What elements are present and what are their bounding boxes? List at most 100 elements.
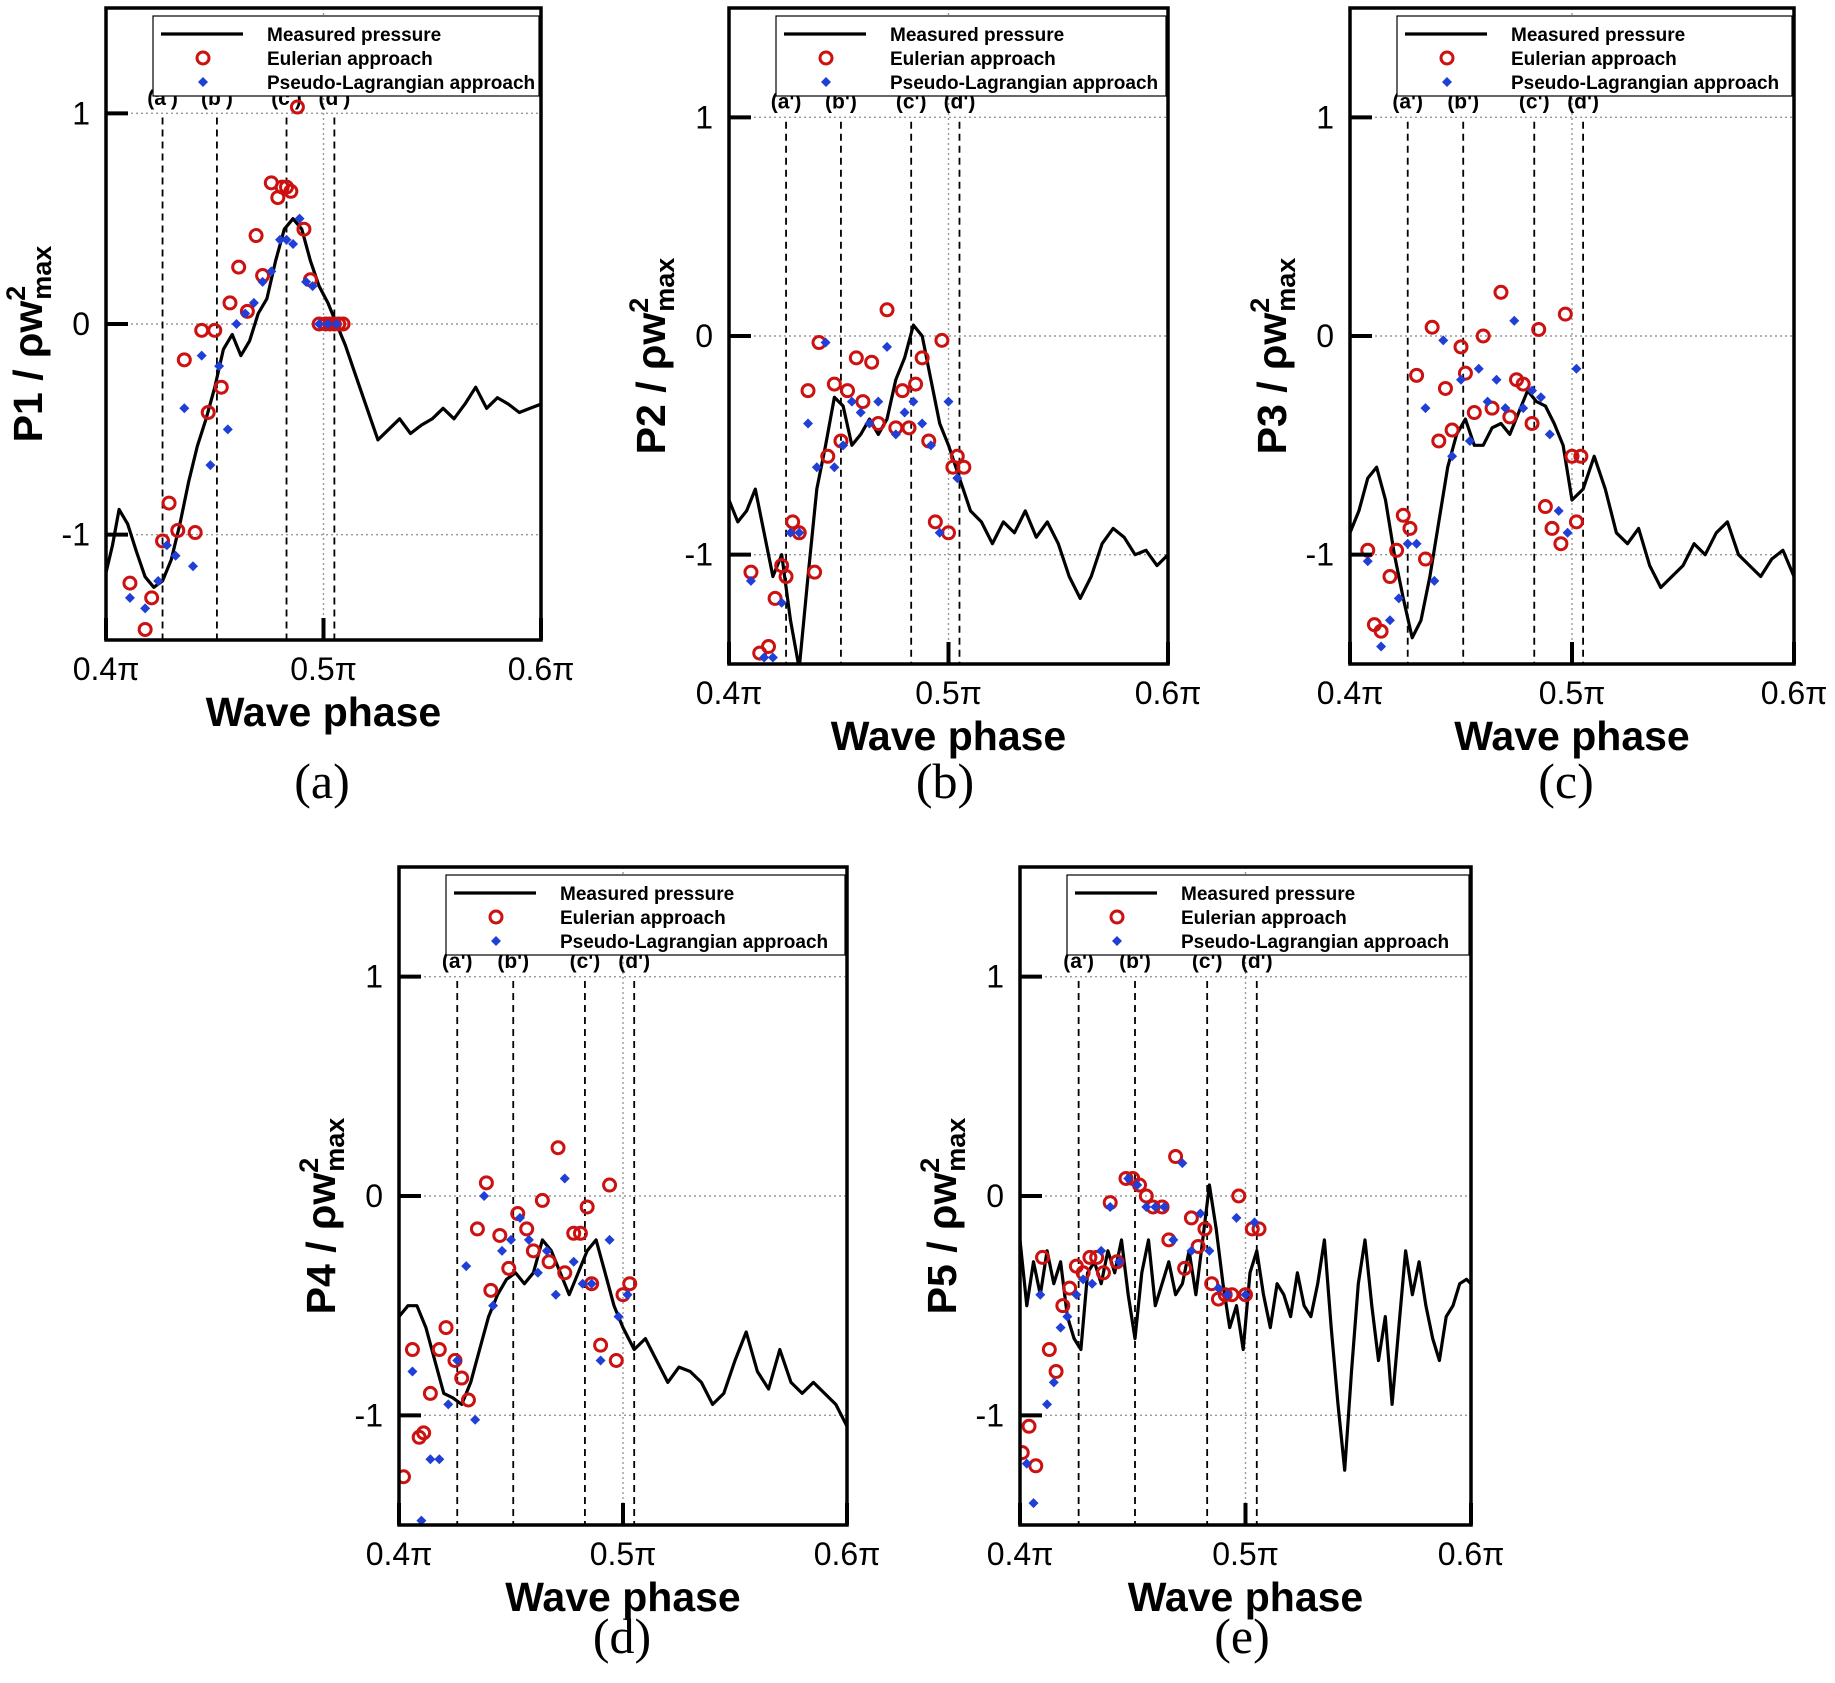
- eulerian-point: [231, 259, 247, 275]
- lagrangian-point: [506, 1234, 516, 1245]
- legend-box: [1396, 15, 1793, 97]
- lagrangian-point: [461, 1261, 472, 1272]
- y-axis-label-var: P1: [5, 392, 51, 442]
- x-axis-label: Wave phase: [1454, 713, 1689, 759]
- legend-label-measured: Measured pressure: [1181, 884, 1355, 905]
- lagrangian-point: [1562, 527, 1573, 538]
- y-axis-label-sub: max: [941, 1118, 971, 1172]
- chart-panel-4: (a') (b') (c') (d') -1 0 1 0.4π 0.5π 0.6π Wave pha…: [294, 865, 880, 1664]
- lagrangian-point: [559, 1173, 570, 1184]
- y-tick-label: 0: [72, 306, 90, 342]
- y-axis-label: P3 / ρw2max: [1245, 258, 1301, 455]
- eulerian-point: [840, 383, 856, 399]
- eulerian-point: [927, 514, 943, 530]
- lagrangian-point: [1177, 1158, 1188, 1169]
- x-tick-label: 0.4π: [366, 1536, 433, 1572]
- legend: Measured pressure Eulerian approach Pseudo…: [1066, 874, 1470, 956]
- lagrangian-point: [1240, 1289, 1251, 1300]
- phase-marker-label: (c'): [570, 950, 601, 973]
- eulerian-point: [404, 1342, 420, 1358]
- plot-area: [1350, 284, 1794, 652]
- lagrangian-point: [1159, 1201, 1170, 1212]
- lagrangian-point: [943, 396, 954, 407]
- eulerian-point: [579, 1199, 595, 1215]
- y-axis-label-sep: / ρw: [628, 313, 674, 405]
- eulerian-point: [1453, 339, 1469, 355]
- lagrangian-point: [846, 396, 857, 407]
- eulerian-point: [144, 590, 160, 606]
- lagrangian-point: [1438, 335, 1449, 346]
- eulerian-point: [557, 1265, 573, 1281]
- lagrangian-point: [514, 1212, 525, 1223]
- lagrangian-point: [434, 1454, 445, 1465]
- lagrangian-point: [425, 1454, 436, 1465]
- eulerian-point: [1553, 536, 1569, 552]
- eulerian-point: [170, 522, 186, 538]
- phase-marker-label: (d'): [1241, 950, 1273, 973]
- lagrangian-point: [1062, 1311, 1073, 1322]
- y-tick-label: 0: [986, 1178, 1004, 1214]
- eulerian-point: [1573, 448, 1589, 464]
- lagrangian-point: [785, 527, 796, 538]
- eulerian-point: [761, 639, 777, 655]
- legend-box: [152, 15, 540, 97]
- y-axis-label-sub: max: [27, 246, 57, 300]
- y-axis-label-sub: max: [320, 1118, 350, 1172]
- lagrangian-point: [196, 350, 207, 361]
- legend-box: [1066, 874, 1470, 956]
- lagrangian-point: [1518, 403, 1529, 414]
- lagrangian-point: [568, 1256, 579, 1267]
- y-axis-label-sep: / ρw: [1249, 313, 1295, 405]
- eulerian-point: [289, 99, 305, 115]
- plot-area: [729, 302, 1168, 664]
- lagrangian-point: [1464, 435, 1475, 446]
- eulerian-point: [800, 383, 816, 399]
- lagrangian-point: [301, 276, 312, 287]
- lagrangian-point: [1527, 385, 1538, 396]
- eulerian-point: [525, 1243, 541, 1259]
- measured-pressure-line: [729, 323, 1168, 664]
- y-axis-label-sup: 2: [1245, 298, 1275, 313]
- lagrangian-point: [1249, 1217, 1260, 1228]
- eulerian-point: [1028, 1458, 1044, 1474]
- eulerian-point: [1424, 319, 1440, 335]
- lagrangian-point: [294, 213, 305, 224]
- eulerian-point: [469, 1221, 485, 1237]
- x-tick-label: 0.4π: [987, 1536, 1054, 1572]
- lagrangian-point: [908, 396, 919, 407]
- y-tick-label: 1: [365, 959, 383, 995]
- lagrangian-point: [1384, 615, 1395, 626]
- eulerian-point: [416, 1425, 432, 1441]
- legend: Measured pressure Eulerian approach Pseudo…: [152, 15, 540, 97]
- y-tick-label: -1: [976, 1397, 1004, 1433]
- measured-pressure-line: [1020, 1183, 1471, 1472]
- y-axis-label-var: P5: [919, 1264, 965, 1314]
- eulerian-point: [1475, 328, 1491, 344]
- lagrangian-point: [1141, 1201, 1152, 1212]
- eulerian-point: [213, 379, 229, 395]
- y-tick-label: -1: [1306, 537, 1334, 573]
- eulerian-point: [1048, 1363, 1064, 1379]
- eulerian-point: [454, 1370, 470, 1386]
- phase-marker-label: (a'): [1063, 950, 1094, 973]
- y-axis-label-sup: 2: [1, 286, 31, 301]
- legend: Measured pressure Eulerian approach Pseudo…: [1396, 15, 1793, 97]
- eulerian-point: [155, 533, 171, 549]
- plot-area: [399, 1140, 847, 1525]
- lagrangian-point: [1055, 1322, 1066, 1333]
- lagrangian-point: [1544, 429, 1555, 440]
- eulerian-point: [901, 420, 917, 436]
- eulerian-point: [399, 1469, 411, 1485]
- eulerian-point: [622, 1276, 638, 1292]
- lagrangian-point: [1509, 315, 1520, 326]
- lagrangian-point: [820, 337, 831, 348]
- lagrangian-point: [331, 319, 342, 329]
- eulerian-point: [541, 1254, 557, 1270]
- eulerian-point: [1204, 1276, 1220, 1292]
- lagrangian-point: [140, 603, 151, 614]
- legend-label-eulerian: Eulerian approach: [890, 49, 1056, 70]
- measured-pressure-line: [1350, 389, 1794, 640]
- lagrangian-point: [613, 1311, 624, 1322]
- lagrangian-point: [917, 418, 928, 429]
- y-tick-label: -1: [62, 517, 90, 553]
